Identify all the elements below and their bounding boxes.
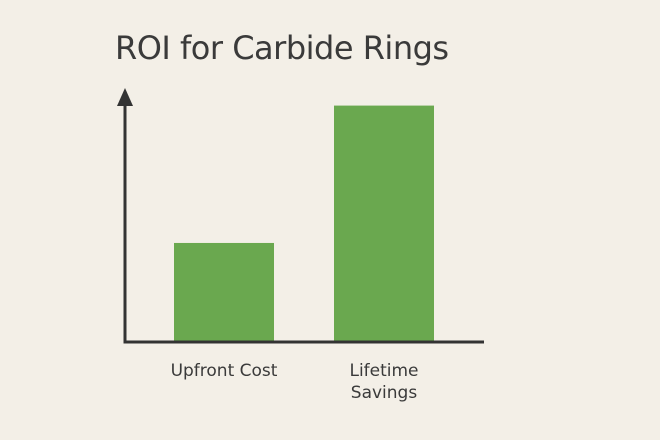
category-label-line: Savings: [351, 383, 418, 403]
bars-layer: [174, 105, 434, 343]
chart-title: ROI for Carbide Rings: [115, 29, 449, 67]
category-label-upfront-cost: Upfront Cost: [171, 361, 278, 381]
category-label-lifetime-savings: Lifetime Savings: [349, 361, 418, 403]
y-axis-arrow-icon: [117, 88, 133, 106]
bar-upfront-cost: [174, 242, 274, 342]
category-label-line: Lifetime: [349, 361, 418, 381]
category-labels: Upfront Cost Lifetime Savings: [171, 361, 419, 403]
category-label-line: Upfront Cost: [171, 361, 278, 381]
bar-lifetime-savings: [334, 105, 434, 343]
